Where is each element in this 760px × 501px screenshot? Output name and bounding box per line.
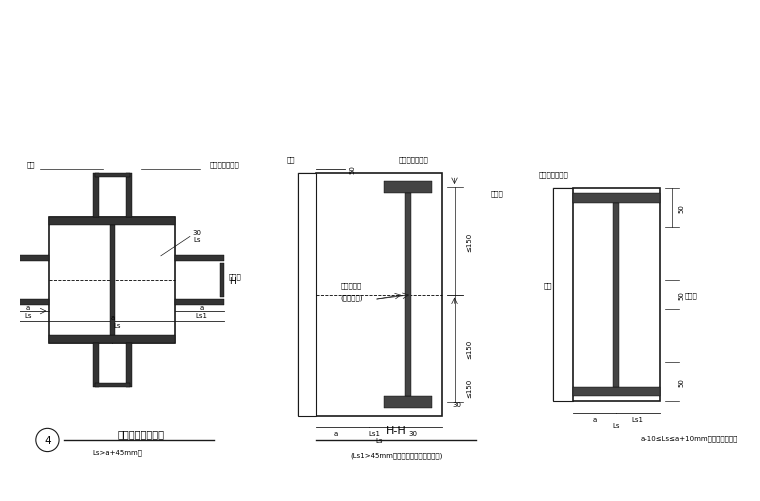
Text: Ls1: Ls1 [368, 430, 380, 436]
Text: a: a [593, 416, 597, 422]
Text: a: a [333, 430, 337, 436]
Bar [573, 193, 660, 203]
Bar [384, 182, 432, 193]
Text: ≤150: ≤150 [466, 378, 472, 397]
Bar [613, 203, 619, 387]
Text: H-H: H-H [386, 425, 407, 435]
Text: 焊接工字钢牛腿: 焊接工字钢牛腿 [209, 161, 239, 168]
Bar [49, 217, 176, 343]
Text: 30: 30 [192, 229, 201, 235]
Text: 钢柱: 钢柱 [543, 282, 553, 289]
Text: (左侧施焊): (左侧施焊) [340, 294, 363, 300]
Text: 30: 30 [452, 401, 461, 407]
Text: 牛腿室高度: 牛腿室高度 [340, 282, 362, 289]
Bar [573, 387, 660, 397]
Bar [49, 336, 176, 343]
Text: 50: 50 [350, 165, 356, 174]
Text: 钢牛腿翼缘示意图: 钢牛腿翼缘示意图 [118, 428, 165, 438]
Text: Ls>a+45mm时: Ls>a+45mm时 [92, 448, 142, 455]
Text: a: a [110, 314, 115, 320]
Text: 焊接工字钢牛腿: 焊接工字钢牛腿 [539, 171, 568, 177]
Bar [573, 188, 660, 401]
Text: Ls: Ls [113, 322, 121, 328]
Text: a: a [26, 305, 30, 311]
Bar [405, 193, 411, 397]
Bar [93, 343, 99, 387]
Text: (Ls1>45mm时梁端截面局部加腋详图): (Ls1>45mm时梁端截面局部加腋详图) [350, 451, 442, 458]
Text: 混凝土: 混凝土 [490, 190, 503, 197]
Text: 焊接工字钢牛腿: 焊接工字钢牛腿 [398, 156, 428, 163]
Text: H: H [230, 276, 236, 285]
Bar [316, 174, 442, 416]
Bar [95, 383, 130, 387]
Text: ≤150: ≤150 [466, 340, 472, 359]
Text: Ls: Ls [193, 237, 201, 243]
Bar [126, 174, 131, 217]
Text: 50: 50 [679, 203, 684, 212]
Text: Ls1: Ls1 [632, 416, 644, 422]
Bar [220, 263, 224, 298]
Bar [49, 217, 176, 225]
Text: Ls: Ls [24, 312, 32, 318]
Bar [299, 174, 316, 416]
Bar [384, 397, 432, 408]
Text: Ls: Ls [375, 437, 383, 443]
Bar [110, 225, 116, 336]
Bar [93, 174, 99, 217]
Text: a: a [199, 305, 204, 311]
Text: 50: 50 [679, 291, 684, 300]
Bar [49, 217, 176, 343]
Text: 钢柱: 钢柱 [287, 156, 296, 163]
Text: 有护角: 有护角 [684, 292, 697, 298]
Text: 50: 50 [679, 378, 684, 386]
Bar [6, 300, 49, 306]
Text: Ls1: Ls1 [195, 312, 207, 318]
Text: H: H [0, 277, 2, 284]
Bar [6, 263, 10, 298]
Bar [126, 343, 131, 387]
Text: ≤150: ≤150 [466, 232, 472, 252]
Text: 30: 30 [408, 430, 417, 436]
Bar [553, 188, 573, 401]
Text: 混凝土: 混凝土 [229, 273, 242, 279]
Text: 4: 4 [44, 435, 51, 445]
Text: 钢柱: 钢柱 [27, 161, 35, 168]
Text: a-10≤Ls≤a+10mm时牛腿腹板处理: a-10≤Ls≤a+10mm时牛腿腹板处理 [641, 435, 738, 441]
Bar [6, 256, 49, 261]
Text: Ls: Ls [613, 422, 620, 428]
Bar [95, 174, 130, 178]
Bar [299, 174, 316, 416]
Bar [176, 300, 224, 306]
Bar [553, 188, 573, 401]
Bar [176, 256, 224, 261]
